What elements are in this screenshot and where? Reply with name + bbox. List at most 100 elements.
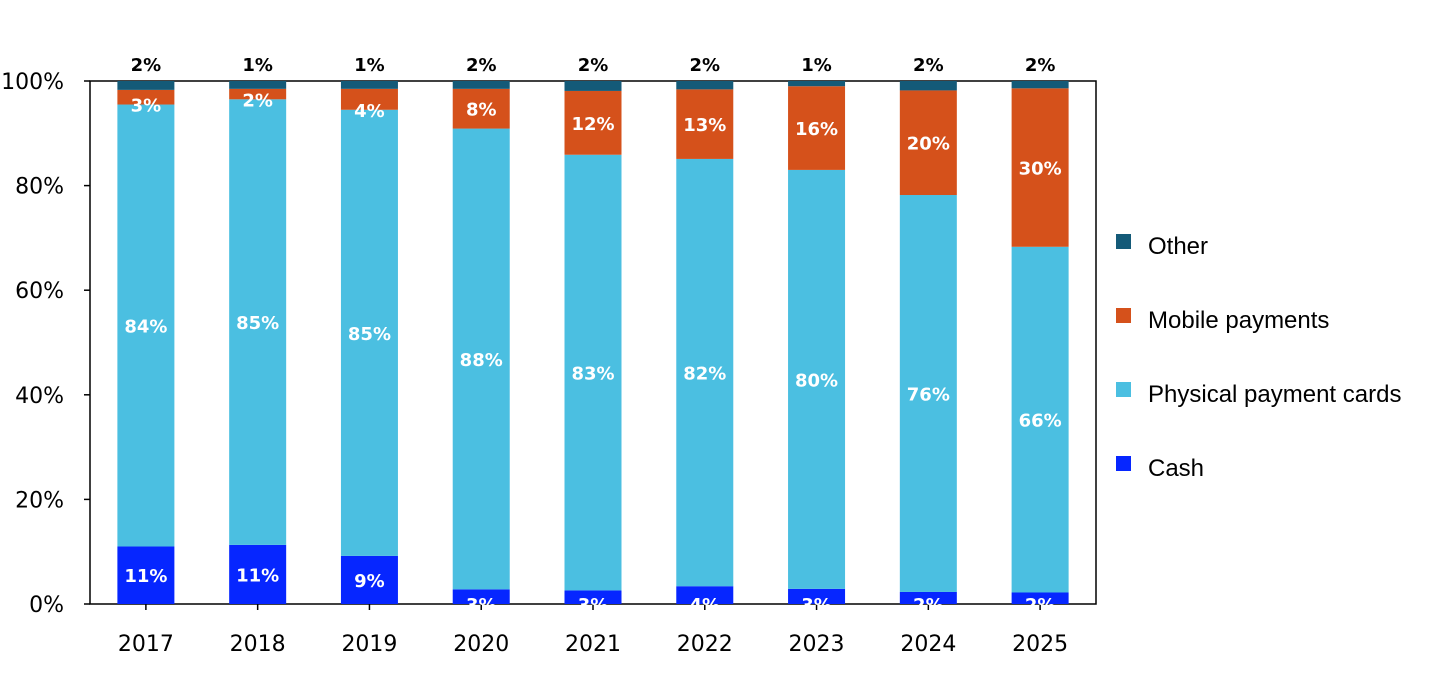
data-label: 1% xyxy=(354,55,385,76)
data-label: 83% xyxy=(571,364,614,385)
bar-segment-other xyxy=(452,81,510,89)
x-tick-label: 2018 xyxy=(230,632,286,657)
bar-segment-physical-payment-cards xyxy=(452,128,510,590)
data-label: 12% xyxy=(571,114,614,135)
x-tick-label: 2021 xyxy=(565,632,621,657)
x-tick-label: 2017 xyxy=(118,632,174,657)
legend-label: Physical payment cards xyxy=(1148,381,1401,408)
bar-segment-mobile-payments xyxy=(117,89,175,105)
bar-segment-other xyxy=(1011,81,1069,89)
bar-segment-mobile-payments xyxy=(788,86,846,170)
data-label: 1% xyxy=(801,55,832,76)
x-tick-label: 2020 xyxy=(453,632,509,657)
legend-swatch xyxy=(1116,308,1131,323)
bar-segment-mobile-payments xyxy=(676,89,734,159)
legend-label: Mobile payments xyxy=(1148,307,1329,334)
bar-segment-other xyxy=(340,81,398,89)
data-label: 2% xyxy=(689,55,720,76)
bars: 11% 84% 3% 2% 11% 85% 2% 1% 9% 85% 4% 1% 3% 88% 8% 2% 3%… xyxy=(117,55,1069,616)
bar-segment-mobile-payments xyxy=(564,90,622,155)
legend-swatch xyxy=(1116,234,1131,249)
bar-segment-cash xyxy=(452,589,510,604)
x-tick-label: 2019 xyxy=(341,632,397,657)
bar-segment-cash xyxy=(1011,592,1069,604)
data-label: 2% xyxy=(913,55,944,76)
x-tick-label: 2024 xyxy=(900,632,956,657)
bar-segment-other xyxy=(229,81,287,89)
bar-segment-physical-payment-cards xyxy=(788,169,846,589)
bar-segment-mobile-payments xyxy=(229,88,287,100)
data-label: 3% xyxy=(578,595,609,616)
data-label: 2% xyxy=(1025,595,1056,616)
data-label: 1% xyxy=(242,55,273,76)
bar-segment-other xyxy=(564,81,622,91)
x-axis: 2017 2018 2019 2020 2021 2022 2023 2024 2025 xyxy=(118,604,1068,657)
data-label: 80% xyxy=(795,370,838,391)
data-label: 30% xyxy=(1019,159,1062,180)
bar-segment-cash xyxy=(229,544,287,604)
data-label: 76% xyxy=(907,384,950,405)
bar-segment-physical-payment-cards xyxy=(899,195,957,592)
bar-segment-physical-payment-cards xyxy=(676,158,734,587)
data-label: 84% xyxy=(124,317,167,338)
data-label: 16% xyxy=(795,119,838,140)
y-tick-label: 0% xyxy=(29,593,64,618)
x-tick-label: 2023 xyxy=(789,632,845,657)
data-label: 3% xyxy=(131,96,162,117)
y-tick-label: 80% xyxy=(15,175,64,200)
legend: Other Mobile payments Physical payment car… xyxy=(1116,233,1401,482)
bar-segment-mobile-payments xyxy=(1011,88,1069,247)
data-label: 4% xyxy=(689,595,720,616)
y-tick-label: 100% xyxy=(1,70,64,95)
bar-segment-other xyxy=(899,81,957,91)
bar-segment-other xyxy=(676,81,734,90)
y-axis: 0% 20% 40% 60% 80% 100% xyxy=(1,70,90,618)
legend-label: Cash xyxy=(1148,455,1204,482)
bar-segment-other xyxy=(117,81,175,90)
bar-segment-cash xyxy=(788,588,846,604)
data-label: 2% xyxy=(1025,55,1056,76)
legend-label: Other xyxy=(1148,233,1208,260)
data-label: 3% xyxy=(466,595,497,616)
legend-swatch xyxy=(1116,456,1131,471)
bar-segment-physical-payment-cards xyxy=(229,99,287,545)
bar-segment-cash xyxy=(117,546,175,604)
x-tick-label: 2022 xyxy=(677,632,733,657)
y-tick-label: 40% xyxy=(15,384,64,409)
bar-segment-physical-payment-cards xyxy=(564,154,622,591)
bar-segment-mobile-payments xyxy=(340,88,398,110)
data-label: 85% xyxy=(236,313,279,334)
bar-segment-physical-payment-cards xyxy=(1011,246,1069,593)
data-label: 9% xyxy=(354,571,385,592)
data-label: 4% xyxy=(354,101,385,122)
bar-segment-physical-payment-cards xyxy=(117,104,175,547)
bar-segment-cash xyxy=(340,555,398,604)
bar-segment-cash xyxy=(676,586,734,604)
data-label: 85% xyxy=(348,324,391,345)
bar-segment-other xyxy=(788,81,846,87)
bar-segment-mobile-payments xyxy=(452,88,510,129)
data-label: 20% xyxy=(907,134,950,155)
data-label: 11% xyxy=(124,566,167,587)
data-label: 13% xyxy=(683,115,726,136)
data-label: 8% xyxy=(466,100,497,121)
y-tick-label: 60% xyxy=(15,279,64,304)
y-tick-label: 20% xyxy=(15,488,64,513)
data-label: 2% xyxy=(578,55,609,76)
data-label: 2% xyxy=(131,55,162,76)
data-label: 3% xyxy=(801,595,832,616)
data-label: 66% xyxy=(1019,411,1062,432)
bar-segment-cash xyxy=(564,590,622,604)
bar-segment-mobile-payments xyxy=(899,90,957,196)
data-label: 2% xyxy=(466,55,497,76)
bar-segment-physical-payment-cards xyxy=(340,109,398,556)
legend-swatch xyxy=(1116,382,1131,397)
data-label: 82% xyxy=(683,364,726,385)
x-tick-label: 2025 xyxy=(1012,632,1068,657)
data-label: 11% xyxy=(236,565,279,586)
bar-segment-cash xyxy=(899,591,957,604)
data-label: 2% xyxy=(242,90,273,111)
data-label: 2% xyxy=(913,595,944,616)
data-label: 88% xyxy=(460,350,503,371)
